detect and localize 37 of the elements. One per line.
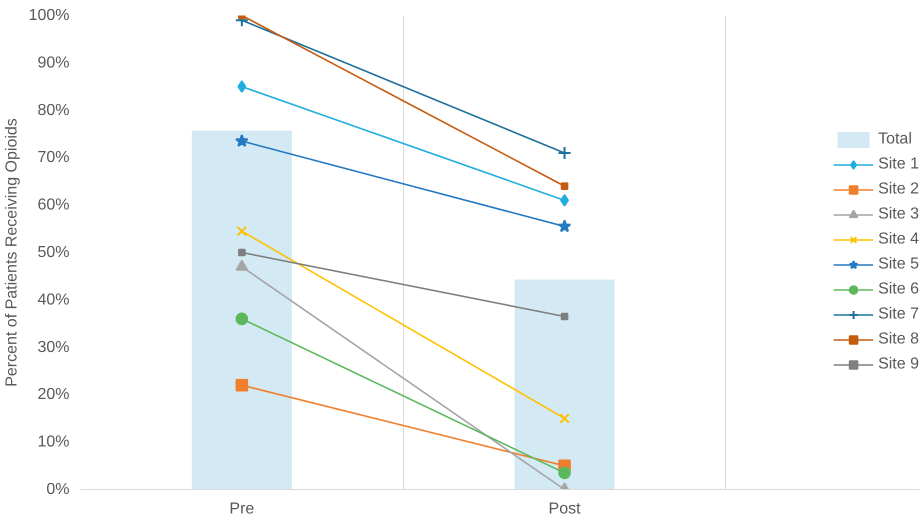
legend-label: Site 8 <box>878 330 919 348</box>
point <box>236 226 248 236</box>
legend-label: Site 2 <box>878 180 919 198</box>
legend-label: Site 9 <box>878 356 919 374</box>
point <box>558 146 572 160</box>
point <box>235 134 249 147</box>
point <box>560 312 568 320</box>
legend-label: Site 3 <box>878 206 919 224</box>
legend-label: Site 4 <box>878 230 919 248</box>
y-tick-label: 30% <box>37 338 70 356</box>
legend-label: Site 5 <box>878 256 919 274</box>
point <box>560 182 568 190</box>
point <box>236 378 248 392</box>
y-tick-label: 80% <box>37 102 70 119</box>
y-tick-label: 100% <box>28 7 70 24</box>
point <box>559 413 570 424</box>
y-tick-label: 10% <box>37 434 70 451</box>
point <box>238 248 246 256</box>
point <box>558 219 572 232</box>
y-tick-label: 70% <box>37 149 70 166</box>
y-axis-title: Percent of Patients Receiving Opioids <box>4 118 21 387</box>
y-tick-label: 20% <box>37 386 70 404</box>
legend-label: Site 1 <box>878 156 919 174</box>
point <box>560 194 570 207</box>
point <box>558 466 571 480</box>
y-tick-label: 50% <box>37 244 70 261</box>
y-tick-label: 90% <box>37 54 70 72</box>
legend-label: Site 6 <box>878 280 919 298</box>
legend-label: Site 7 <box>878 306 919 324</box>
x-tick-label: Pre <box>229 500 254 518</box>
y-tick-label: 0% <box>46 481 70 498</box>
y-tick-label: 40% <box>37 291 70 308</box>
point <box>236 312 248 326</box>
y-tick-label: 60% <box>37 196 70 214</box>
x-tick-label: Post <box>548 500 582 518</box>
point <box>237 80 246 93</box>
legend-label: Total <box>878 130 912 148</box>
